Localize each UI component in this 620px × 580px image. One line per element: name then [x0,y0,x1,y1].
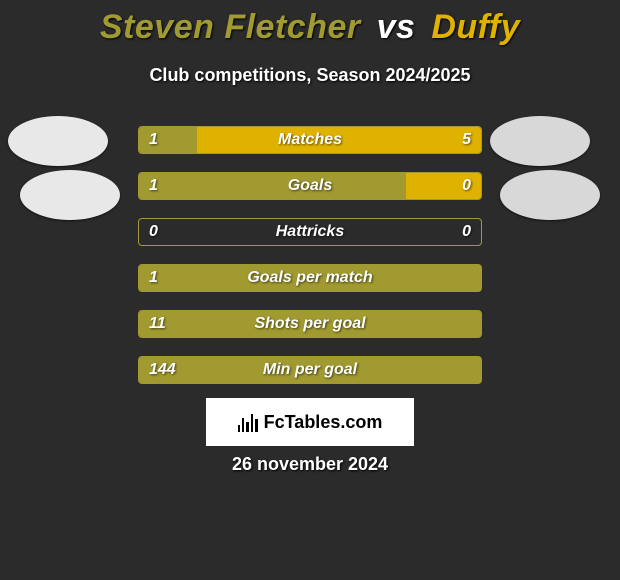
bar-value-left: 144 [149,357,176,383]
avatar-right-0 [490,116,590,166]
title-player1: Steven Fletcher [100,8,361,46]
stat-row-goals-per-match: Goals per match1 [138,264,482,292]
avatar-left-0 [8,116,108,166]
bar-value-right: 5 [462,127,471,153]
title-vs: vs [377,8,416,46]
stat-row-shots-per-goal: Shots per goal11 [138,310,482,338]
stat-row-matches: Matches1 5 [138,126,482,154]
bar-value-left: 1 [149,173,158,199]
stat-row-hattricks: Hattricks0 0 [138,218,482,246]
logo-bars-icon [238,412,258,432]
bar-label: Goals per match [139,265,481,291]
bar-value-left: 0 [149,219,158,245]
logo-text: FcTables.com [264,412,383,433]
title-player2: Duffy [431,8,520,46]
bar-label: Matches [139,127,481,153]
bar-label: Min per goal [139,357,481,383]
bar-value-left: 1 [149,127,158,153]
bar-value-left: 11 [149,311,166,337]
bar-value-left: 1 [149,265,158,291]
comparison-stage: Matches15Goals10Hattricks00Goals per mat… [0,126,620,396]
stat-row-min-per-goal: Min per goal144 [138,356,482,384]
stat-row-goals: Goals1 0 [138,172,482,200]
fctables-logo: FcTables.com [206,398,414,446]
bar-value-right: 0 [462,173,471,199]
avatar-right-1 [500,170,600,220]
page-title: Steven Fletcher vs Duffy [0,0,620,47]
bars-container: Matches15Goals10Hattricks00Goals per mat… [138,126,482,402]
avatar-left-1 [20,170,120,220]
bar-label: Goals [139,173,481,199]
bar-label: Hattricks [139,219,481,245]
bar-value-right: 0 [462,219,471,245]
bar-label: Shots per goal [139,311,481,337]
date-label: 26 november 2024 [0,454,620,475]
subtitle: Club competitions, Season 2024/2025 [0,65,620,86]
